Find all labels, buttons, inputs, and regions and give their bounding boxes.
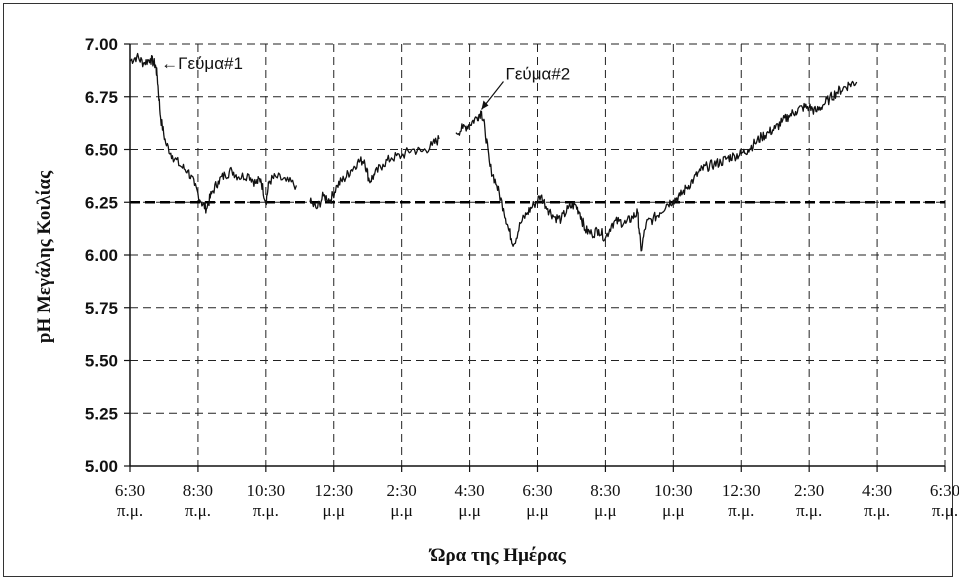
x-tick-label-time: 2:30 — [387, 481, 417, 500]
y-tick-label: 5.00 — [85, 457, 118, 476]
annotation-meal-2: Γεύμα#2 — [505, 65, 570, 84]
x-tick-label-time: 4:30 — [862, 481, 892, 500]
y-tick-label: 5.75 — [85, 299, 118, 318]
x-tick-label-period: μ.μ — [323, 501, 345, 520]
x-tick-label-time: 6:30 — [115, 481, 145, 500]
annotation-meal-1: ←Γεύμα#1 — [161, 54, 243, 73]
y-axis-title: pH Μεγάλης Κοιλίας — [34, 170, 55, 343]
x-tick-label-period: π.μ. — [864, 501, 890, 520]
x-tick-label-time: 8:30 — [183, 481, 213, 500]
grid — [130, 43, 946, 466]
chart-frame — [3, 3, 953, 577]
x-tick-label-period: μ.μ — [390, 501, 412, 520]
x-tick-label-time: 6:30 — [930, 481, 959, 500]
x-tick-labels: 6:30π.μ.8:30π.μ.10:30π.μ.12:30μ.μ2:30μ.μ… — [115, 481, 959, 520]
x-tick-label-time: 10:30 — [654, 481, 693, 500]
x-tick-label-period: π.μ. — [253, 501, 279, 520]
x-axis-title: Ώρα της Ημέρας — [428, 545, 566, 566]
x-tick-label-time: 10:30 — [246, 481, 285, 500]
y-tick-label: 5.50 — [85, 352, 118, 371]
x-tick-label-time: 12:30 — [722, 481, 761, 500]
series-line — [129, 52, 298, 214]
y-tick-label: 6.50 — [85, 141, 118, 160]
y-tick-label: 5.25 — [85, 404, 118, 423]
series-group — [129, 52, 858, 252]
axes — [124, 43, 946, 472]
y-tick-label: 6.75 — [85, 88, 118, 107]
x-tick-label-period: μ.μ — [458, 501, 480, 520]
annotation-meal-2-arrowhead — [481, 100, 489, 110]
x-tick-label-time: 4:30 — [454, 481, 484, 500]
series-line — [455, 80, 858, 252]
x-tick-label-time: 12:30 — [314, 481, 353, 500]
x-tick-label-period: π.μ. — [932, 501, 958, 520]
y-tick-labels: 5.00 5.25 5.50 5.75 6.00 6.25 6.50 6.75 7.00 — [85, 35, 118, 476]
x-tick-label-period: π.μ. — [728, 501, 754, 520]
annotations: ←Γεύμα#1 Γεύμα#2 — [161, 54, 570, 110]
x-tick-label-time: 8:30 — [590, 481, 620, 500]
x-tick-label-period: π.μ. — [185, 501, 211, 520]
y-tick-label: 7.00 — [85, 35, 118, 54]
x-tick-label-time: 2:30 — [794, 481, 824, 500]
x-tick-label-period: π.μ. — [796, 501, 822, 520]
x-tick-label-time: 6:30 — [522, 481, 552, 500]
y-tick-label: 6.25 — [85, 193, 118, 212]
x-tick-label-period: μ.μ — [662, 501, 684, 520]
y-tick-label: 6.00 — [85, 246, 118, 265]
x-tick-label-period: π.μ. — [117, 501, 143, 520]
series-line — [309, 134, 440, 210]
x-tick-label-period: μ.μ — [594, 501, 616, 520]
x-tick-label-period: μ.μ — [526, 501, 548, 520]
